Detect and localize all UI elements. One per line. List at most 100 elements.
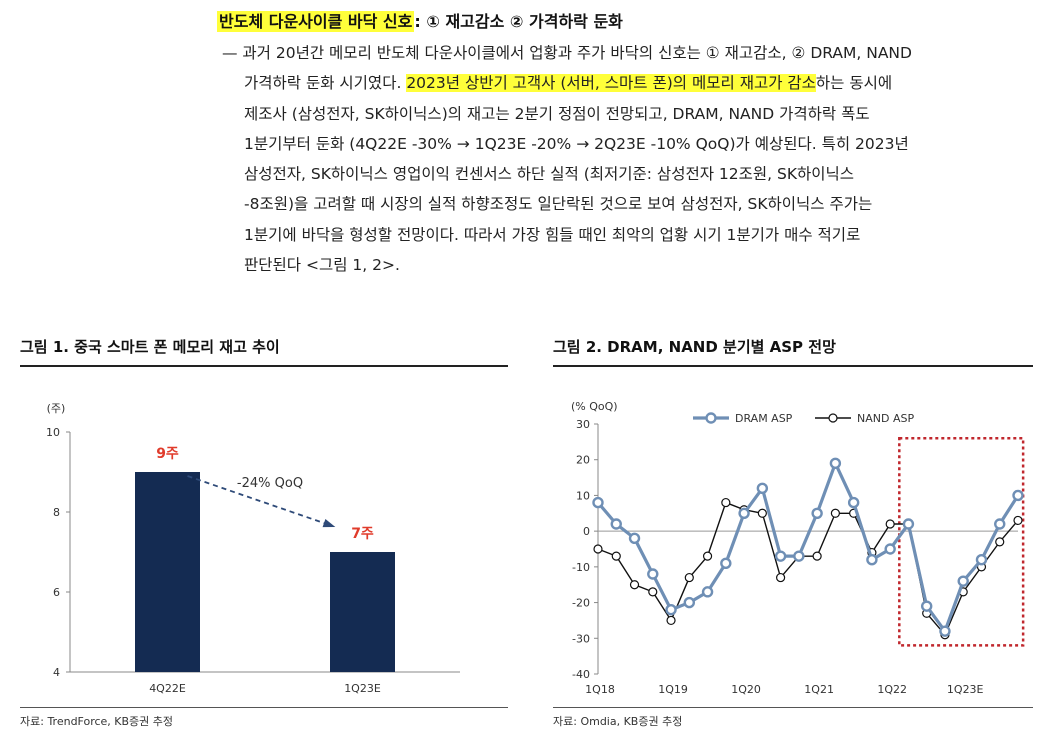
data-point-nand xyxy=(684,572,694,583)
body-paragraph: — 과거 20년간 메모리 반도체 다운사이클에서 업황과 주가 바닥의 신호는… xyxy=(222,38,1022,280)
paragraph-line: 삼성전자, SK하이닉스 영업이익 컨센서스 하단 실적 (최저기준: 삼성전자… xyxy=(244,165,855,184)
data-point-nand xyxy=(1013,515,1023,526)
headline-rest: : ① 재고감소 ② 가격하락 둔화 xyxy=(414,12,623,31)
data-point-nand xyxy=(830,508,840,518)
bar-1Q23E xyxy=(330,552,395,672)
figure2-title: 그림 2. DRAM, NAND 분기별 ASP 전망 xyxy=(553,338,836,356)
data-point-dram xyxy=(975,554,988,566)
data-point-dram xyxy=(701,586,714,598)
trend-arrow-line xyxy=(187,475,333,527)
data-point-dram xyxy=(994,518,1006,530)
headline-highlight: 반도체 다운사이클 바닥 신호 xyxy=(217,11,415,32)
y-tick-label: -40 xyxy=(572,668,590,681)
y-tick-label: -30 xyxy=(572,632,590,645)
x-tick-label: 1Q23E xyxy=(947,683,984,696)
figure2-source: 자료: Omdia, KB증권 추정 xyxy=(553,715,683,728)
data-point-dram xyxy=(592,496,604,509)
y-tick-label: 8 xyxy=(53,506,60,519)
data-point-dram xyxy=(683,596,696,609)
data-point-nand xyxy=(995,537,1005,547)
headline: 반도체 다운사이클 바닥 신호: ① 재고감소 ② 가격하락 둔화 xyxy=(217,8,623,32)
data-point-dram xyxy=(920,600,933,612)
y-tick-label: 10 xyxy=(46,426,60,439)
x-tick-label: 1Q19 xyxy=(658,683,688,696)
data-point-dram xyxy=(811,507,823,519)
data-point-dram xyxy=(884,543,896,555)
series-line-dram xyxy=(596,461,1020,633)
y-tick-label: 20 xyxy=(576,454,590,467)
y-tick-label: 6 xyxy=(53,586,60,599)
trend-arrow-head xyxy=(322,518,336,528)
data-label: 9주 xyxy=(156,446,179,462)
y-tick-label: 10 xyxy=(576,489,590,502)
data-point-dram xyxy=(610,518,622,530)
x-tick-label: 1Q21 xyxy=(804,683,834,696)
data-point-nand xyxy=(885,519,895,529)
data-point-dram xyxy=(647,568,659,580)
y-tick-label: 0 xyxy=(583,525,590,538)
y-axis-unit: (% QoQ) xyxy=(571,400,618,413)
y-tick-label: -10 xyxy=(572,561,590,574)
paragraph-line: — 과거 20년간 메모리 반도체 다운사이클에서 업황과 주가 바닥의 신호는… xyxy=(222,44,912,62)
paragraph-line: 1분기에 바닥을 형성할 전망이다. 따라서 가장 힘들 때인 최악의 업황 시… xyxy=(244,225,861,244)
data-point-nand xyxy=(721,497,731,508)
data-point-dram xyxy=(847,496,860,509)
data-point-nand xyxy=(648,587,658,597)
y-tick-label: -20 xyxy=(572,597,590,610)
figure2-chart: (% QoQ) 30 20 10 0 -10 -20 -30 -40 1Q18 1Q19 1Q20 1Q… xyxy=(571,400,1025,696)
legend-label-dram: DRAM ASP xyxy=(735,412,793,425)
figure1-title: 그림 1. 중국 스마트 폰 메모리 재고 추이 xyxy=(20,338,280,356)
legend-label-nand: NAND ASP xyxy=(857,412,914,425)
figure2-bottom-rule xyxy=(553,707,1033,708)
data-point-nand xyxy=(593,544,603,554)
paragraph-line: 판단된다 <그림 1, 2>. xyxy=(244,256,400,275)
x-tick-label: 1Q18 xyxy=(585,683,615,696)
data-label: 7주 xyxy=(351,526,374,542)
data-point-nand xyxy=(611,551,621,561)
y-tick-label: 4 xyxy=(53,666,60,679)
figure1-source: 자료: TrendForce, KB증권 추정 xyxy=(20,715,174,728)
data-point-nand xyxy=(776,572,786,583)
data-point-dram xyxy=(939,625,951,637)
data-point-dram xyxy=(738,507,750,519)
data-point-dram xyxy=(902,518,915,530)
highlight-box xyxy=(898,437,1025,647)
paragraph-line: 1분기부터 둔화 (4Q22E -30% → 1Q23E -20% → 2Q23… xyxy=(244,134,909,153)
paragraph-line: 가격하락 둔화 시기였다. 2023년 상반기 고객사 (서버, 스마트 폰)의… xyxy=(222,68,1022,98)
trend-annotation: -24% QoQ xyxy=(237,476,303,491)
data-point-dram xyxy=(665,604,677,616)
data-point-dram xyxy=(829,457,842,469)
data-point-dram xyxy=(756,482,769,494)
figure1-bottom-rule xyxy=(20,707,508,708)
y-tick-label: 30 xyxy=(576,418,590,431)
paragraph-highlight: 2023년 상반기 고객사 (서버, 스마트 폰)의 메모리 재고가 감소 xyxy=(406,74,816,93)
data-point-dram xyxy=(793,550,805,562)
data-point-dram xyxy=(866,554,878,566)
legend-marker-nand xyxy=(828,413,838,423)
data-point-dram xyxy=(774,550,787,562)
data-point-nand xyxy=(629,580,640,590)
data-point-dram xyxy=(628,532,641,544)
x-tick-label: 4Q22E xyxy=(149,682,186,695)
figure1-top-rule xyxy=(20,365,508,367)
paragraph-text: 가격하락 둔화 시기였다. xyxy=(244,74,407,93)
data-point-nand xyxy=(702,551,713,561)
data-point-nand xyxy=(666,615,676,626)
data-point-nand xyxy=(812,551,822,561)
paragraph-line: 제조사 (삼성전자, SK하이닉스)의 재고는 2분기 정점이 전망되고, DR… xyxy=(244,104,870,123)
data-point-nand xyxy=(757,508,767,518)
x-tick-label: 1Q20 xyxy=(731,683,761,696)
series-line-nand xyxy=(597,501,1019,636)
x-tick-label: 1Q23E xyxy=(344,682,381,695)
bar-4Q22E xyxy=(135,472,200,672)
legend-marker-dram xyxy=(705,412,717,424)
paragraph-text: 하는 동시에 xyxy=(815,74,893,93)
figure1-chart: (주) 4 6 8 10 4Q22E 9주 1Q23E 7주 -24% QoQ xyxy=(46,402,460,695)
figure2-top-rule xyxy=(553,365,1033,367)
data-point-dram xyxy=(957,575,969,587)
data-point-dram xyxy=(1012,489,1024,502)
data-point-dram xyxy=(720,557,732,569)
x-tick-label: 1Q22 xyxy=(877,683,907,696)
paragraph-line: -8조원)을 고려할 때 시장의 실적 하향조정도 일단락된 것으로 보여 삼성… xyxy=(244,195,873,214)
y-axis-unit: (주) xyxy=(47,402,66,415)
